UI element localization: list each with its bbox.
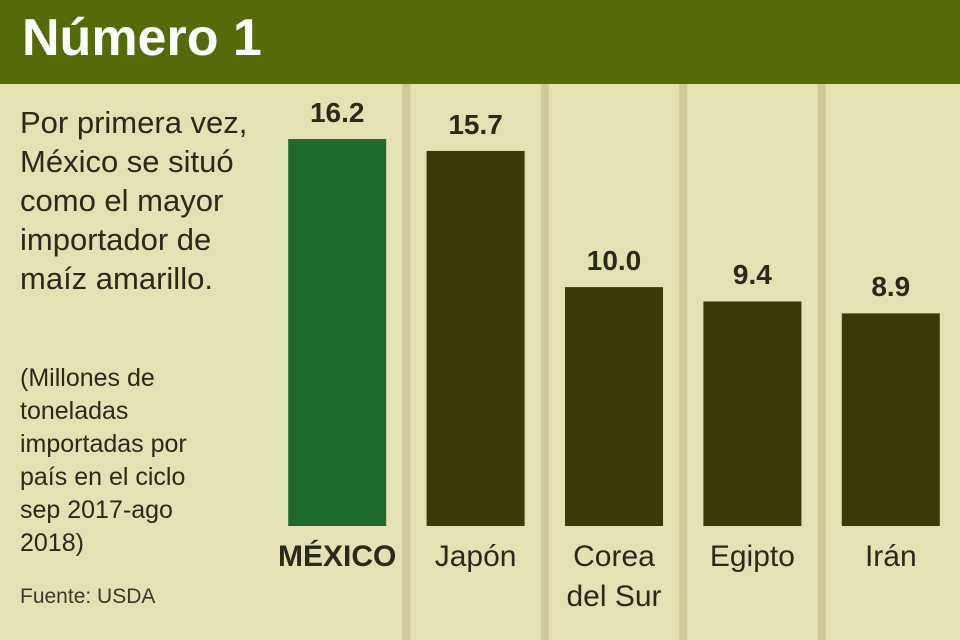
column-divider [540, 84, 549, 640]
bar [565, 287, 663, 526]
x-tick-label: Egipto [709, 540, 795, 573]
subtitle: Por primera vez, México se situó como el… [20, 105, 248, 296]
value-label: 9.4 [732, 259, 772, 291]
value-label: 8.9 [871, 271, 911, 303]
x-tick-label: Corea del Sur [566, 540, 662, 613]
column-divider [402, 84, 411, 640]
x-tick-label: Irán [864, 540, 917, 573]
chart-title: Número 1 [22, 9, 262, 67]
x-tick-label: Japón [434, 540, 517, 573]
column-divider [817, 84, 826, 640]
value-label: 10.0 [586, 245, 642, 277]
source: Fuente: USDA [20, 585, 156, 608]
header-band [0, 0, 960, 84]
x-tick-label: MÉXICO [278, 540, 397, 573]
bar [703, 301, 802, 526]
column-divider [679, 84, 688, 640]
value-label: 15.7 [448, 108, 503, 140]
bar [288, 139, 387, 526]
value-label: 16.2 [309, 97, 365, 128]
note: (Millones de toneladas importadas por pa… [20, 364, 187, 557]
bar [841, 313, 940, 526]
bar [426, 150, 525, 526]
